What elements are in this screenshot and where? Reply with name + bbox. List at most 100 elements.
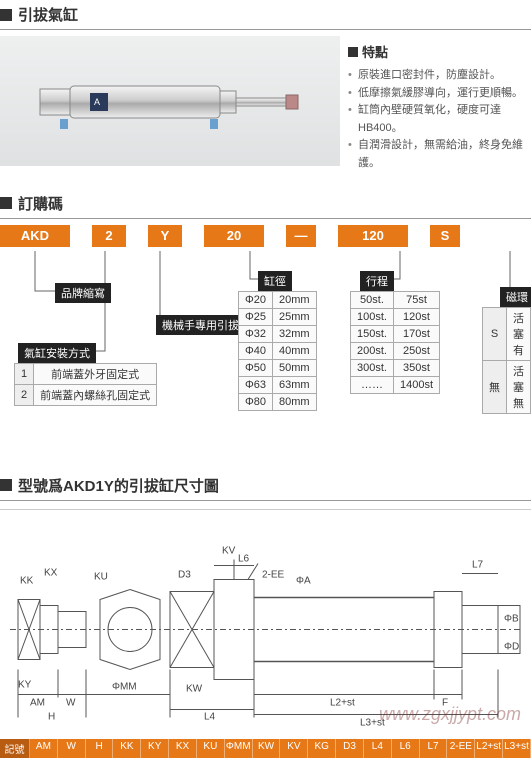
label-brand: 品牌縮寫 [55, 283, 111, 303]
table-cell: …… [351, 376, 394, 393]
table-cell: 63mm [273, 376, 317, 393]
label-magnet: 磁環 [500, 287, 531, 307]
bottom-col: KU [197, 739, 225, 758]
dim-kx: KX [44, 567, 58, 578]
table-cell: S [483, 307, 507, 360]
order-cell: 20 [204, 225, 264, 247]
table-cell: Φ20 [239, 291, 273, 308]
bottom-col: KY [141, 739, 169, 758]
table-cell: 40mm [273, 342, 317, 359]
dim-l7: L7 [472, 559, 484, 570]
table-cell: 50st. [351, 291, 394, 308]
dimension-column-header: 記號AMWHKKKYKXKUΦMMKWKVKGD3L4L6L72-EEL2+st… [0, 739, 531, 758]
install-table: 1前端蓋外牙固定式2前端蓋內螺絲孔固定式 [14, 363, 157, 406]
dim-l2st: L2+st [330, 697, 355, 708]
label-bore: 缸徑 [258, 271, 292, 291]
order-cell [126, 225, 148, 247]
dim-ku: KU [94, 571, 108, 582]
table-cell: Φ32 [239, 325, 273, 342]
bottom-col: AM [30, 739, 58, 758]
dim-l6: L6 [238, 553, 250, 564]
table-cell: 前端蓋內螺絲孔固定式 [34, 384, 157, 405]
order-cell: 120 [338, 225, 408, 247]
table-cell: Φ50 [239, 359, 273, 376]
features-title: 特點 [362, 42, 388, 61]
bottom-col: KW [253, 739, 281, 758]
table-cell: Φ25 [239, 308, 273, 325]
order-cell [70, 225, 92, 247]
table-cell: 120st [393, 308, 439, 325]
bottom-col: L7 [420, 739, 448, 758]
bottom-col: L6 [392, 739, 420, 758]
table-cell: 2 [15, 384, 34, 405]
table-cell: 350st [393, 359, 439, 376]
dimension-title: 型號爲AKD1Y的引拔缸尺寸圖 [18, 475, 219, 496]
dim-d: ΦD [504, 641, 519, 652]
bottom-col: L4 [364, 739, 392, 758]
table-cell: 活塞有 [507, 307, 531, 360]
order-cell: AKD [0, 225, 70, 247]
bottom-col: 2-EE [447, 739, 475, 758]
label-install: 氣缸安裝方式 [18, 343, 96, 363]
dim-d3: D3 [178, 569, 191, 580]
table-cell: 1 [15, 363, 34, 384]
cylinder-illustration: A [30, 71, 310, 131]
dim-f: F [442, 697, 448, 708]
dim-l4: L4 [204, 711, 216, 722]
product-image: A [0, 36, 340, 166]
bore-table: Φ2020mmΦ2525mmΦ3232mmΦ4040mmΦ5050mmΦ6363… [238, 291, 317, 411]
bottom-col: ΦMM [225, 739, 253, 758]
order-diagram: 品牌縮寫 氣缸安裝方式 機械手專用引拔氣缸 缸徑 行程 磁環 1前端蓋外牙固定式… [0, 251, 531, 471]
dim-kv: KV [222, 545, 236, 556]
dim-am: AM [30, 697, 45, 708]
table-cell: 150st. [351, 325, 394, 342]
section-header-order: 訂購碼 [0, 189, 531, 219]
stroke-table: 50st.75st100st.120st150st.170st200st.250… [350, 291, 440, 394]
order-cell: 2 [92, 225, 126, 247]
table-cell: 300st. [351, 359, 394, 376]
table-cell: 100st. [351, 308, 394, 325]
table-cell: 170st [393, 325, 439, 342]
section-header-main: 引拔氣缸 [0, 0, 531, 30]
svg-text:A: A [94, 97, 100, 107]
table-cell: 75st [393, 291, 439, 308]
dim-kk: KK [20, 575, 34, 586]
order-cell [316, 225, 338, 247]
feature-item: 原裝進口密封件，防塵設計。 [348, 67, 523, 85]
page-title: 引拔氣缸 [18, 4, 78, 25]
order-code-bar: AKD2Y20—120S [0, 225, 531, 247]
features-header: 特點 [348, 42, 523, 61]
table-cell: 20mm [273, 291, 317, 308]
magnet-table: S活塞有無活塞無 [482, 307, 531, 414]
dim-h: H [48, 711, 55, 722]
table-cell: 50mm [273, 359, 317, 376]
table-cell: 25mm [273, 308, 317, 325]
features-list: 原裝進口密封件，防塵設計。 低摩擦氣緩膠導向，運行更順暢。 缸筒內壁硬質氧化，硬… [348, 67, 523, 173]
dim-mm: ΦMM [112, 681, 137, 692]
section-header-dimension: 型號爲AKD1Y的引拔缸尺寸圖 [0, 471, 531, 501]
table-cell: Φ63 [239, 376, 273, 393]
table-cell: 1400st [393, 376, 439, 393]
dim-a: ΦA [296, 575, 311, 586]
order-cell [182, 225, 204, 247]
table-cell: Φ80 [239, 393, 273, 410]
order-title: 訂購碼 [18, 193, 63, 214]
header-block-icon [348, 47, 358, 57]
bottom-col: W [58, 739, 86, 758]
header-block-icon [0, 197, 12, 209]
table-cell: 250st [393, 342, 439, 359]
features-box: 特點 原裝進口密封件，防塵設計。 低摩擦氣緩膠導向，運行更順暢。 缸筒內壁硬質氧… [340, 36, 531, 179]
bottom-col: KK [113, 739, 141, 758]
order-cell: S [430, 225, 460, 247]
bottom-col: KX [169, 739, 197, 758]
table-cell: 32mm [273, 325, 317, 342]
feature-item: 缸筒內壁硬質氧化，硬度可達HB400。 [348, 102, 523, 137]
table-cell: 前端蓋外牙固定式 [34, 363, 157, 384]
bottom-col: KV [280, 739, 308, 758]
dim-w: W [66, 697, 76, 708]
bottom-col: L2+st [475, 739, 503, 758]
dim-ky: KY [18, 679, 32, 690]
order-cell: Y [148, 225, 182, 247]
bottom-col: D3 [336, 739, 364, 758]
feature-item: 低摩擦氣緩膠導向，運行更順暢。 [348, 85, 523, 103]
